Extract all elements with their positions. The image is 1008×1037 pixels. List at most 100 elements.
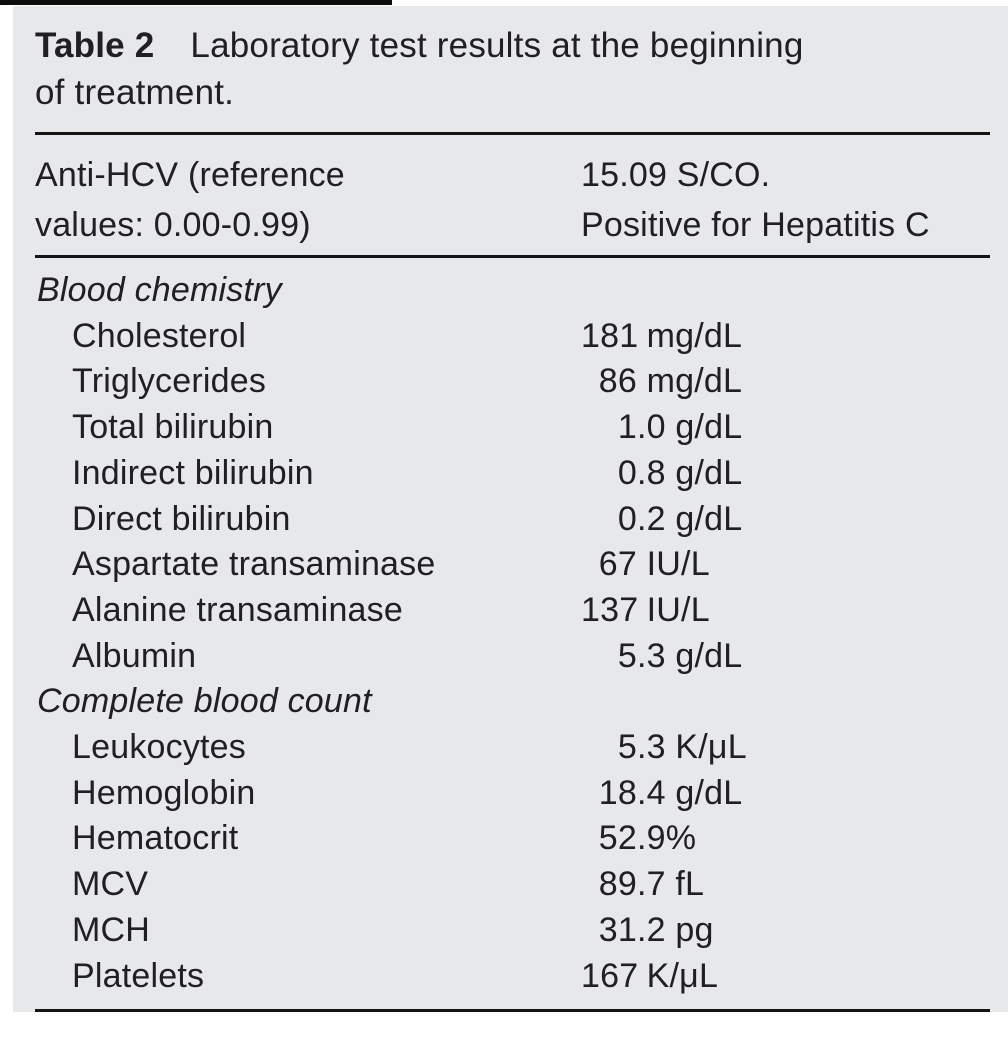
table-row: Hemoglobin 18.4 g/dL (35, 771, 990, 817)
row-value-integer: 31 (598, 910, 637, 949)
row-value-integer: 18 (598, 773, 637, 812)
row-label: Indirect bilirubin (72, 453, 314, 492)
row-label: Triglycerides (72, 362, 267, 401)
row-value: 181 mg/dL (581, 314, 742, 360)
row-value: 52.9% (581, 816, 696, 862)
row-value-decimal: .9 (637, 819, 666, 858)
row-value: 0.8 g/dL (581, 451, 742, 497)
row-label: Blood chemistry (37, 271, 282, 309)
row-value-integer: 0 (617, 453, 637, 492)
row-label: Aspartate transaminase (72, 545, 436, 584)
table-caption-line1: Table 2 Laboratory test results at the be… (35, 22, 984, 69)
row-label: Complete blood count (37, 682, 372, 721)
row-value-integer: 67 (598, 545, 637, 584)
anti-hcv-label: Anti-HCV (reference values: 0.00-0.99) (35, 150, 581, 250)
table-row: MCH 31.2 pg (35, 908, 990, 954)
row-value-unit: g/dL (665, 453, 743, 492)
row-value: 31.2 pg (581, 908, 714, 954)
row-value-unit: fL (665, 865, 705, 904)
table-row: Total bilirubin 1.0 g/dL (35, 405, 990, 451)
table-caption-line2: of treatment. (35, 73, 235, 112)
table-row: Indirect bilirubin 0.8 g/dL (35, 451, 990, 497)
table-row: Leukocytes 5.3 K/μL (35, 725, 990, 771)
row-label: Total bilirubin (72, 408, 274, 447)
anti-hcv-label-line2: values: 0.00-0.99) (35, 206, 311, 244)
table-panel: Table 2 Laboratory test results at the be… (13, 6, 1008, 1012)
table-row: Cholesterol 181 mg/dL (35, 314, 990, 360)
anti-hcv-row: Anti-HCV (reference values: 0.00-0.99) 1… (35, 150, 990, 250)
row-value-integer: 137 (581, 590, 639, 629)
row-label: Cholesterol (72, 316, 247, 355)
row-label: MCV (72, 865, 149, 904)
row-value-integer: 86 (598, 362, 637, 401)
table-caption: Table 2 Laboratory test results at the be… (35, 22, 984, 116)
anti-hcv-label-line1: Anti-HCV (reference (35, 156, 345, 194)
row-value-integer: 5 (617, 636, 637, 675)
anti-hcv-value-line2: Positive for Hepatitis C (581, 206, 930, 244)
row-label: Leukocytes (72, 728, 246, 767)
row-value-unit: % (665, 819, 697, 858)
table-row: Direct bilirubin 0.2 g/dL (35, 497, 990, 543)
table-row: Complete blood count (35, 679, 990, 725)
row-value-unit: mg/dL (637, 316, 743, 355)
anti-hcv-value: 15.09 S/CO. Positive for Hepatitis C (581, 150, 990, 250)
row-value: 18.4 g/dL (581, 771, 742, 817)
row-value-integer: 167 (581, 956, 639, 995)
row-label: Hemoglobin (72, 773, 256, 812)
row-value-decimal: .2 (637, 910, 666, 949)
row-value-decimal: .8 (637, 453, 666, 492)
row-value: 86 mg/dL (581, 359, 742, 405)
scan-artifact-line (0, 0, 392, 5)
row-label: Hematocrit (72, 819, 239, 858)
row-value-integer: 52 (598, 819, 637, 858)
rule-middle (35, 255, 990, 258)
row-value-unit: g/dL (665, 408, 743, 447)
table-row: Triglycerides 86 mg/dL (35, 359, 990, 405)
row-label: Platelets (72, 956, 205, 995)
row-value-decimal: .4 (637, 773, 666, 812)
row-value-decimal: .7 (637, 865, 666, 904)
row-value-unit: g/dL (665, 636, 743, 675)
row-value-integer: 89 (598, 865, 637, 904)
row-value-unit: IU/L (637, 545, 710, 584)
row-value: 5.3 g/dL (581, 634, 742, 680)
row-value: 5.3 K/μL (581, 725, 747, 771)
row-value-unit: K/μL (665, 728, 747, 767)
rule-top (35, 132, 990, 135)
row-value-unit: g/dL (665, 773, 743, 812)
row-value: 89.7 fL (581, 862, 704, 908)
row-value-decimal: .2 (637, 499, 666, 538)
row-value-unit: K/μL (637, 956, 719, 995)
row-value-integer: 1 (617, 408, 637, 447)
table-row: Blood chemistry (35, 268, 990, 314)
row-label: Alanine transaminase (72, 590, 403, 629)
table-caption-tag: Table 2 (35, 26, 155, 65)
row-value-unit: g/dL (665, 499, 743, 538)
table-row: Platelets 167 K/μL (35, 954, 990, 1000)
anti-hcv-value-line1: 15.09 S/CO. (581, 156, 771, 194)
rule-bottom (35, 1009, 990, 1012)
row-value: 0.2 g/dL (581, 497, 742, 543)
table-row: Hematocrit 52.9% (35, 816, 990, 862)
row-value-unit: mg/dL (637, 362, 743, 401)
row-value-integer: 181 (581, 316, 639, 355)
row-value-decimal: .0 (637, 408, 666, 447)
row-value: 167 K/μL (581, 954, 718, 1000)
table-row: Aspartate transaminase 67 IU/L (35, 542, 990, 588)
table-row: Albumin 5.3 g/dL (35, 634, 990, 680)
row-value-decimal: .3 (637, 636, 666, 675)
table-row: Alanine transaminase 137 IU/L (35, 588, 990, 634)
table-caption-text: Laboratory test results at the beginning (190, 26, 804, 65)
row-value-unit: pg (665, 910, 714, 949)
row-value-integer: 5 (617, 728, 637, 767)
row-value: 1.0 g/dL (581, 405, 742, 451)
row-label: Direct bilirubin (72, 499, 291, 538)
row-label: MCH (72, 910, 151, 949)
row-value-integer: 0 (617, 499, 637, 538)
table-rows: Blood chemistry Cholesterol 181 mg/dL Tr… (35, 268, 990, 999)
table-row: MCV 89.7 fL (35, 862, 990, 908)
row-value-decimal: .3 (637, 728, 666, 767)
row-label: Albumin (72, 636, 197, 675)
row-value-unit: IU/L (637, 590, 710, 629)
row-value: 67 IU/L (581, 542, 710, 588)
